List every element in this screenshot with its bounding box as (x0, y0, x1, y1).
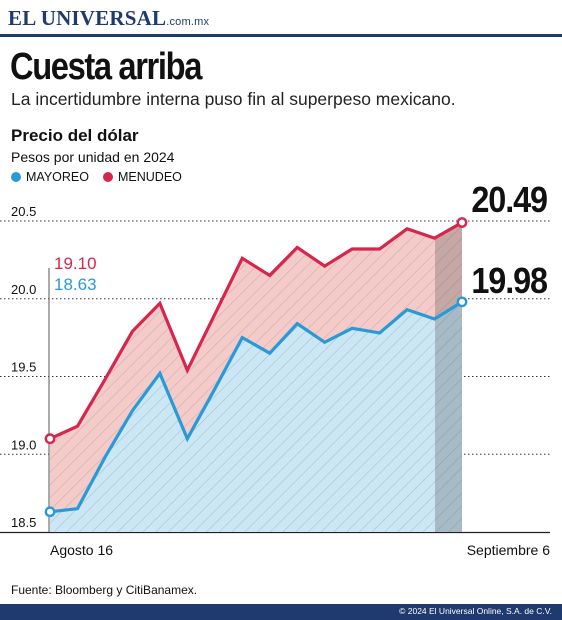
chart-legend: MAYOREO MENUDEO (11, 170, 182, 184)
grid-lines (0, 220, 550, 534)
y-tick-label: 20.5 (11, 204, 36, 219)
mayoreo-end-label: 19.98 (471, 261, 547, 301)
legend-item-mayoreo: MAYOREO (11, 170, 89, 184)
y-tick-label: 18.5 (11, 515, 36, 530)
mayoreo-start-point (44, 506, 56, 518)
menudeo-end-point (456, 217, 468, 228)
menudeo-end-label: 20.49 (471, 180, 547, 220)
headline-subtitle: La incertidumbre interna puso fin al sup… (11, 89, 456, 109)
y-tick-label: 19.5 (11, 360, 36, 375)
chart-subtitle: Pesos por unidad en 2024 (11, 149, 175, 165)
masthead: EL UNIVERSAL.com.mx (0, 0, 562, 37)
legend-item-menudeo: MENUDEO (102, 170, 182, 184)
x-tick-label-end: Septiembre 6 (467, 542, 550, 558)
headline-title: Cuesta arriba (10, 46, 202, 88)
mayoreo-end-point (456, 296, 468, 308)
mayoreo-start-label: 18.63 (54, 275, 97, 294)
menudeo-line (49, 221, 463, 441)
menudeo-start-label: 19.10 (54, 254, 97, 273)
brand-logo: EL UNIVERSAL.com.mx (8, 6, 209, 31)
legend-swatch-menudeo (102, 172, 113, 182)
legend-label-menudeo: MENUDEO (117, 170, 182, 184)
mayoreo-area-hatch (50, 301, 462, 532)
chart-labels: 18.5 19.0 19.5 20.0 20.5 19.10 18.63 20.49 19.98… (11, 180, 550, 558)
brand-name: EL UNIVERSAL (8, 6, 167, 30)
footer-bar: © 2024 El Universal Online, S.A. de C.V. (0, 604, 562, 620)
y-tick-label: 20.0 (11, 282, 36, 297)
latest-period-shade (435, 222, 462, 532)
mayoreo-line (49, 300, 463, 514)
x-tick-label-start: Agosto 16 (50, 542, 113, 558)
menudeo-area-hatch (50, 222, 462, 512)
copyright: © 2024 El Universal Online, S.A. de C.V. (399, 606, 552, 616)
menudeo-start-point (44, 433, 56, 445)
legend-swatch-mayoreo (11, 172, 21, 182)
brand-suffix: .com.mx (166, 16, 210, 28)
legend-label-mayoreo: MAYOREO (26, 170, 89, 184)
source-note: Fuente: Bloomberg y CitiBanamex. (11, 583, 198, 597)
price-chart: 18.5 19.0 19.5 20.0 20.5 19.10 18.63 20.49 19.98… (0, 180, 550, 558)
area-fills (50, 222, 462, 532)
series-lines (44, 217, 468, 518)
y-tick-label: 19.0 (11, 437, 36, 452)
chart-title: Precio del dólar (11, 126, 139, 145)
